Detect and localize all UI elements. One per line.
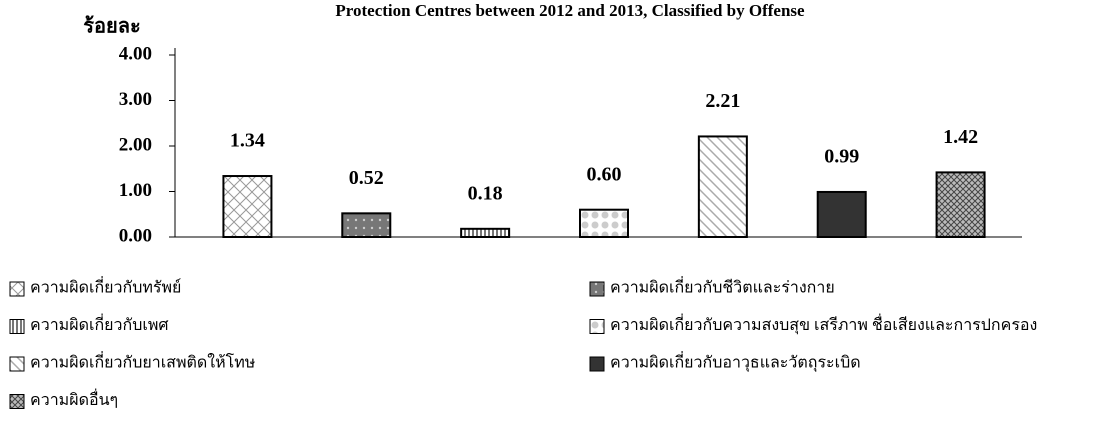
- bar: [341, 212, 392, 238]
- legend-label: ความผิดเกี่ยวกับชีวิตและร่างกาย: [610, 276, 835, 297]
- legend-label: ความผิดเกี่ยวกับทรัพย์: [30, 276, 181, 297]
- legend-swatch: [9, 356, 25, 372]
- y-tick-label: 4.00: [119, 43, 152, 64]
- legend-label: ความผิดเกี่ยวกับอาวุธและวัตถุระเบิด: [610, 351, 861, 373]
- legend-swatch: [9, 319, 25, 334]
- bar: [935, 171, 986, 238]
- value-label: 1.34: [230, 130, 265, 152]
- legend-swatch: [9, 394, 25, 409]
- legend-swatch: [9, 281, 25, 297]
- y-tick-label: 2.00: [119, 134, 152, 155]
- y-tick-label: 1.00: [119, 180, 152, 201]
- legend-swatch: [589, 319, 605, 334]
- legend-label: ความผิดเกี่ยวกับความสงบสุข เสรีภาพ ชื่อเ…: [610, 313, 1037, 335]
- legend-label: ความผิดอื่นๆ: [30, 388, 118, 409]
- value-label: 0.99: [824, 146, 859, 168]
- legend-label: ความผิดเกี่ยวกับยาเสพติดให้โทษ: [30, 351, 255, 372]
- legend-swatch: [589, 356, 605, 372]
- bar: [697, 135, 748, 239]
- chart-title: Protection Centres between 2012 and 2013…: [335, 1, 805, 20]
- legend-label: ความผิดเกี่ยวกับเพศ: [30, 313, 169, 334]
- y-tick-label: 3.00: [119, 89, 152, 110]
- value-label: 0.18: [468, 182, 503, 204]
- value-label: 2.21: [705, 90, 740, 112]
- y-tick-label: 0.00: [119, 225, 152, 246]
- y-axis-label: ร้อยละ: [83, 15, 140, 38]
- bar: [579, 208, 629, 238]
- bar: [460, 227, 511, 238]
- value-label: 0.52: [349, 167, 384, 189]
- bar: [816, 190, 867, 238]
- legend-swatch: [589, 281, 605, 297]
- value-label: 1.42: [943, 126, 978, 148]
- bar: [222, 175, 273, 238]
- value-label: 0.60: [587, 163, 622, 185]
